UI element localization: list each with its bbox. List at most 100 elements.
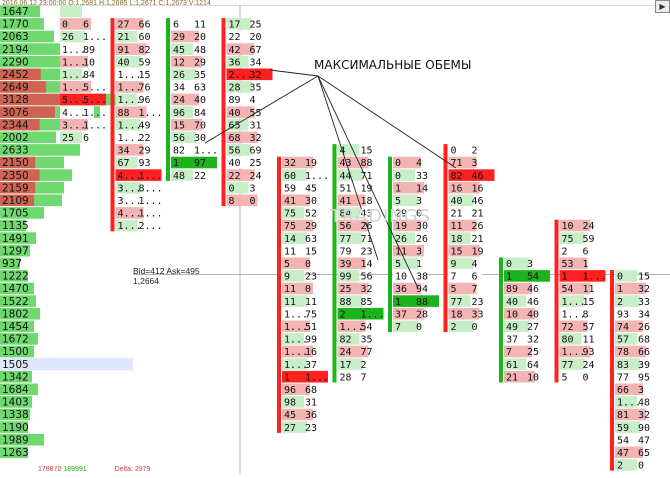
cell-bar — [615, 459, 637, 471]
ask-volume: 71 — [361, 234, 373, 245]
cell-bar — [337, 333, 360, 345]
bid-volume: 0 — [395, 158, 401, 169]
cluster-cell: 2 1... — [337, 307, 385, 320]
cell-bar — [60, 43, 94, 55]
cluster-cell: 77 95 — [615, 370, 650, 383]
cell-bar — [115, 55, 141, 68]
bid-volume: 89 — [506, 284, 518, 295]
bid-volume: 40 — [118, 57, 130, 68]
profile-label: 2109 — [2, 195, 29, 207]
bid-volume: 1... — [118, 221, 142, 232]
cell-bar — [448, 282, 477, 295]
ask-volume: 46 — [527, 284, 539, 295]
bid-volume: 3... — [118, 183, 142, 194]
bid-volume: 84 — [340, 209, 352, 220]
cell-bar — [226, 106, 255, 118]
ask-volume: 38 — [416, 272, 428, 283]
cluster-cell: 1...15 — [115, 68, 151, 81]
cluster-cell: 3...8... — [115, 181, 163, 194]
ask-volume: 3 — [472, 158, 478, 169]
cluster-column[interactable]: 4154388447151194118844356267771792339149… — [332, 144, 385, 383]
ask-volume: 95 — [638, 372, 650, 383]
profile-bar — [0, 295, 36, 307]
cluster-cell: 29 20 — [171, 30, 206, 43]
cluster-cell: 48 22 — [171, 169, 206, 182]
profile-label: 1403 — [2, 397, 29, 409]
ask-volume: 76 — [139, 83, 151, 94]
ask-volume: 94 — [416, 284, 428, 295]
bid-volume: 0 — [451, 146, 457, 157]
profile-bar — [0, 207, 44, 219]
bid-volume: 82 — [340, 335, 352, 346]
bid-volume: 1... — [118, 70, 142, 81]
profile-label: 2350 — [2, 170, 29, 182]
ask-volume: 32 — [638, 284, 650, 295]
ask-volume: 10 — [527, 372, 539, 383]
profile-row: 2159 — [0, 181, 64, 194]
cell-bar — [559, 219, 591, 232]
profile-row: 1989 — [0, 433, 44, 446]
scroll-right-button[interactable]: ▶ — [655, 0, 670, 13]
cluster-cell: 1...75 — [282, 307, 317, 320]
cell-bar — [171, 55, 202, 68]
bid-volume: 22 — [229, 171, 241, 182]
ask-volume: 15 — [361, 146, 373, 157]
profile-bar — [0, 30, 54, 43]
bid-volume: 26 — [62, 32, 74, 43]
ask-volume: 20 — [194, 32, 206, 43]
ask-volume: 1... — [83, 108, 107, 119]
profile-label: 2002 — [2, 132, 29, 144]
cluster-cell: 96 68 — [282, 383, 317, 396]
ask-volume: 5... — [83, 83, 107, 94]
cluster-column[interactable]: 0 626 1...1...891...101...841...5...5...5.… — [60, 5, 107, 145]
cell-bar — [282, 307, 316, 320]
cluster-cell: 61 64 — [504, 358, 539, 371]
cell-bar — [282, 232, 307, 244]
profile-row: 2633 — [0, 144, 80, 157]
profile-row: 2452 — [0, 68, 74, 81]
ohlc-open: O:1,2681 — [68, 0, 97, 7]
cluster-cell: 40 25 — [226, 156, 262, 169]
profile-bar — [0, 345, 34, 358]
cluster-cell: 3...1... — [115, 194, 163, 207]
bid-volume: 18 — [451, 309, 463, 320]
candle-body — [610, 270, 614, 471]
cluster-cell: 36 94 — [393, 282, 428, 295]
bid-volume: 17 — [340, 360, 352, 371]
bid-volume: 2 — [451, 322, 457, 333]
cell-bar — [615, 358, 640, 370]
bid-volume: 66 — [617, 385, 629, 396]
cell-bar — [504, 307, 535, 320]
cluster-cell: 1...15 — [559, 295, 595, 308]
ask-volume: 25 — [250, 158, 262, 169]
cell-bar — [115, 194, 150, 207]
ask-volume: 66 — [638, 347, 650, 358]
ask-volume: 7 — [472, 284, 478, 295]
cluster-cell: 4...1... — [115, 207, 163, 220]
cluster-column[interactable]: 17252220426736342...32283589440556531683… — [221, 18, 273, 207]
bid-volume: 10 — [562, 221, 574, 232]
cluster-column[interactable]: 0403311453290193026261135110383694188372… — [388, 156, 439, 333]
annotation-label: МАКСИМАЛЬНЫЕ ОБЕМЫ — [314, 58, 472, 72]
bid-volume: 56 — [229, 146, 241, 157]
ask-volume: 35 — [250, 83, 262, 94]
ask-volume: 33 — [472, 309, 484, 320]
bid-volume: 88 — [340, 297, 352, 308]
cell-bar — [282, 270, 304, 282]
profile-row: 2350 — [0, 169, 72, 182]
profile-label: 2633 — [2, 145, 29, 157]
cluster-cell: 79 23 — [337, 244, 373, 257]
cluster-cell: 75 52 — [282, 207, 317, 220]
cell-bar — [171, 118, 202, 131]
cluster-cell: 1...5... — [60, 81, 107, 94]
cluster-cell: 21 60 — [115, 30, 151, 43]
